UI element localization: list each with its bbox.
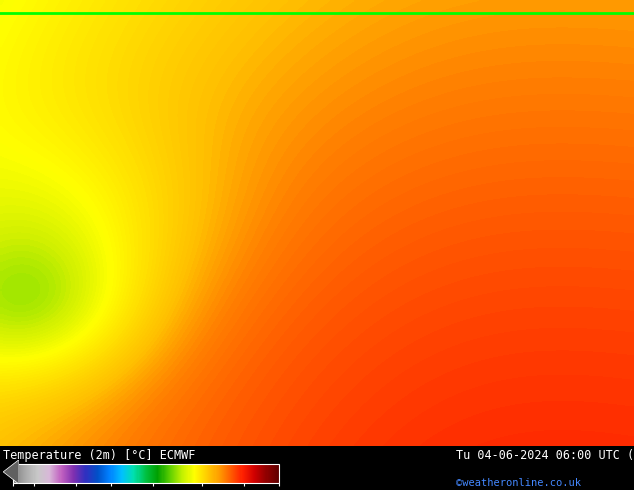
Text: Tu 04-06-2024 06:00 UTC (00+7B): Tu 04-06-2024 06:00 UTC (00+7B) — [456, 449, 634, 462]
Polygon shape — [3, 460, 19, 484]
Text: ©weatheronline.co.uk: ©weatheronline.co.uk — [456, 478, 581, 488]
Text: Temperature (2m) [°C] ECMWF: Temperature (2m) [°C] ECMWF — [3, 449, 195, 462]
